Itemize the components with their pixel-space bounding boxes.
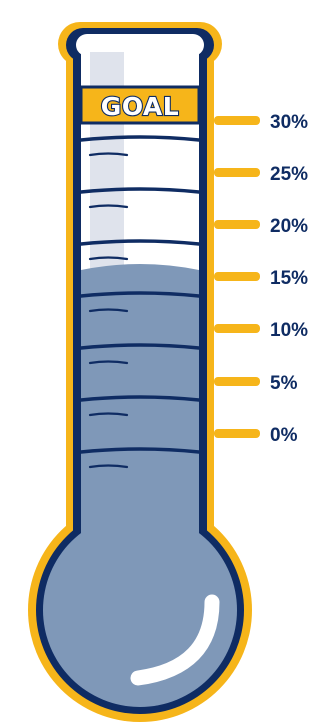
scale-label-15: 15% — [270, 268, 308, 289]
scale-tick-0 — [214, 429, 260, 438]
scale-labels: 30% 25% 20% 15% 10% 5% 0% — [270, 112, 308, 446]
scale-label-5: 5% — [270, 373, 298, 394]
scale-label-20: 20% — [270, 216, 308, 237]
goal-band: GOAL — [79, 85, 201, 125]
scale-label-0: 0% — [270, 425, 298, 446]
scale-tick-lines — [214, 116, 260, 438]
scale-label-30: 30% — [270, 112, 308, 133]
scale-tick-5 — [214, 377, 260, 386]
inner-minor-gradations — [88, 152, 129, 469]
scale-tick-15 — [214, 272, 260, 281]
scale-label-10: 10% — [270, 320, 308, 341]
bulb-shine — [130, 594, 220, 686]
scale-label-25: 25% — [270, 164, 308, 185]
inner-major-gradations — [79, 135, 201, 454]
thermometer-liquid — [43, 264, 237, 707]
scale-tick-10 — [214, 324, 260, 333]
scale-tick-30 — [214, 116, 260, 125]
scale-tick-25 — [214, 168, 260, 177]
goal-label: GOAL — [101, 92, 179, 121]
scale-tick-20 — [214, 220, 260, 229]
